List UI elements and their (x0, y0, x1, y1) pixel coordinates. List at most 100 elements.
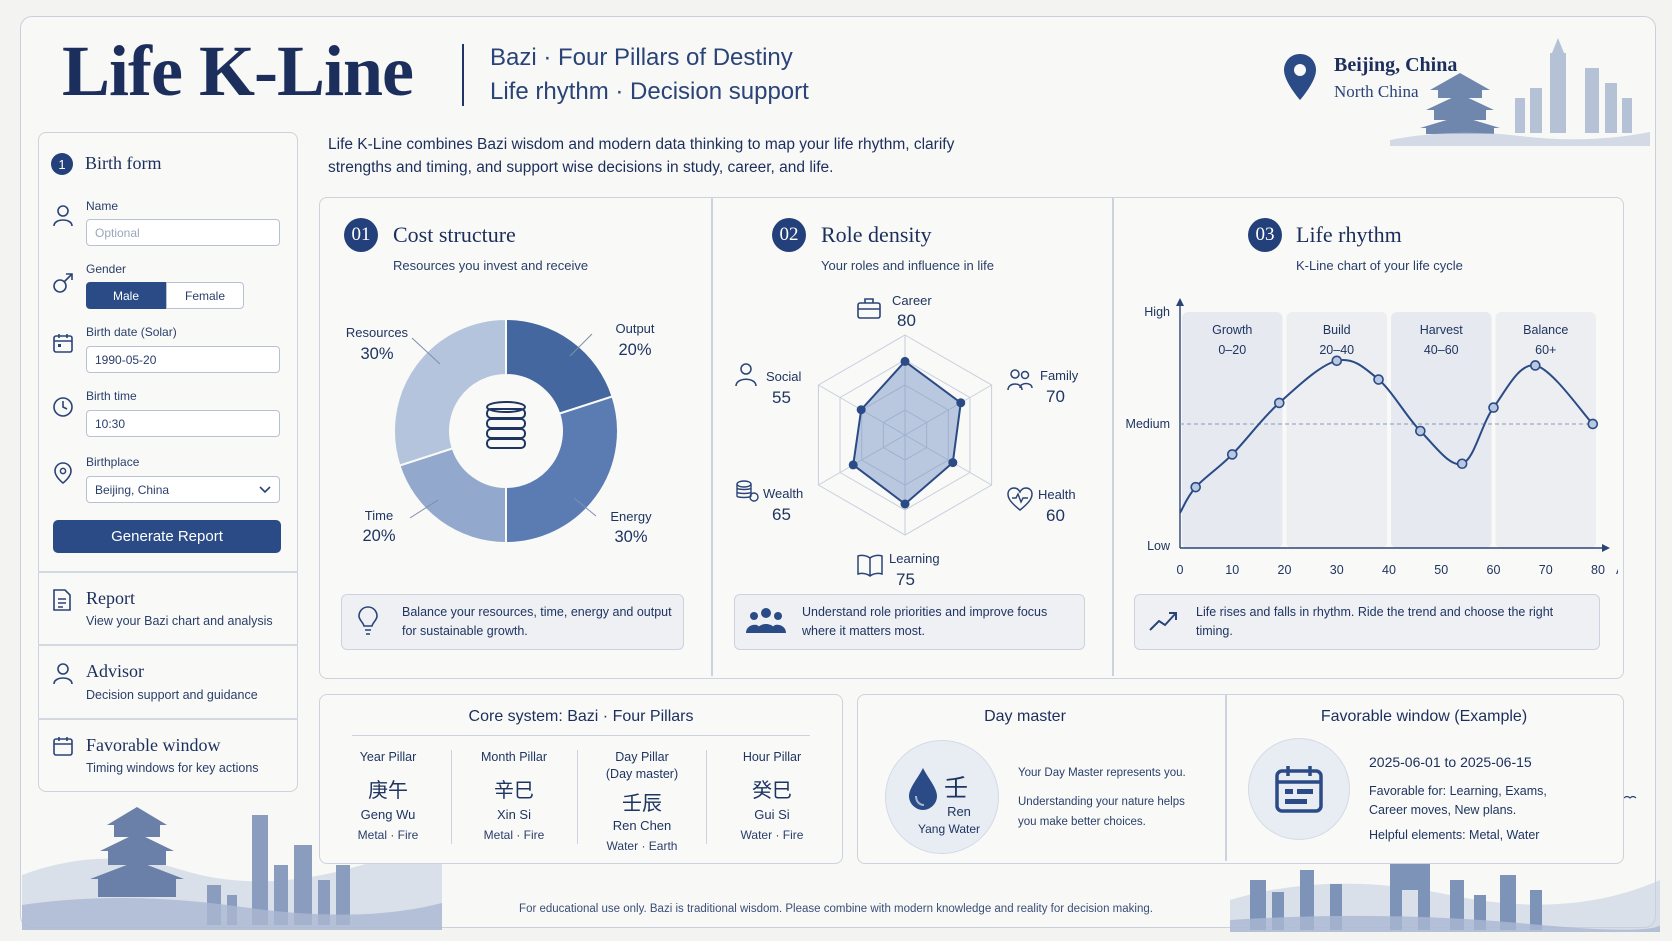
x-axis-label: Age (1616, 563, 1618, 577)
pillar-label: Year Pillar (359, 750, 417, 764)
birthplace-select[interactable]: Beijing, China (86, 476, 280, 503)
generate-report-button[interactable]: Generate Report (53, 520, 281, 553)
role-subtitle: Your roles and influence in life (821, 258, 994, 273)
radar-point-learning (900, 499, 910, 509)
pillar-label: Hour Pillar (742, 750, 802, 764)
pie-label-output: Output (615, 321, 655, 336)
radar-value-health: 60 (1046, 506, 1065, 525)
phase-range: 60+ (1535, 343, 1556, 357)
nav-advisor-title[interactable]: Advisor (86, 661, 144, 681)
pillar-pinyin: Gui Si (754, 807, 790, 822)
book-icon (857, 554, 883, 577)
birthplace-label: Birthplace (86, 455, 140, 469)
team-icon (746, 608, 786, 633)
pillar-pinyin: Ren Chen (612, 818, 672, 833)
month-pillar: Month Pillar 辛巳 Xin Si Metal · Fire (458, 750, 570, 842)
calendar-icon (53, 334, 73, 353)
nav-divider (38, 644, 298, 646)
nav-report-title[interactable]: Report (86, 588, 135, 608)
subtitle-line1: Bazi · Four Pillars of Destiny (490, 44, 793, 71)
y-tick-label: High (1144, 305, 1170, 319)
nav-advisor-desc: Decision support and guidance (86, 688, 258, 702)
pie-value-time: 20% (362, 527, 396, 545)
name-label: Name (86, 199, 119, 213)
title-divider (462, 44, 464, 106)
pie-leader-line (409, 499, 439, 519)
map-pin-icon (54, 462, 72, 485)
line-point (1587, 418, 1599, 430)
role-title: Role density (821, 222, 932, 247)
page-title: Life K-Line (62, 31, 414, 111)
line-point (1331, 355, 1343, 367)
x-tick-label: 20 (1278, 563, 1292, 577)
window-favorable: Favorable for: Learning, Exams, Career m… (1369, 784, 1547, 817)
radar-value-learning: 75 (896, 570, 915, 589)
social-icon (735, 363, 757, 387)
line-point (1273, 397, 1285, 409)
panel-divider (1112, 198, 1114, 676)
pie-leader-line (573, 497, 597, 517)
phase-name: Harvest (1420, 323, 1464, 337)
pillar-divider (706, 750, 708, 844)
radar-label-family: Family (1040, 368, 1079, 383)
birthdate-label: Birth date (Solar) (86, 325, 177, 339)
line-point (1488, 402, 1499, 413)
window-elements: Helpful elements: Metal, Water (1369, 828, 1540, 842)
gender-female-option[interactable]: Female (166, 282, 244, 309)
role-radar-chart (817, 334, 993, 536)
cost-subtitle: Resources you invest and receive (393, 258, 589, 273)
radar-label-learning: Learning (889, 551, 940, 566)
radar-point-career (900, 356, 910, 366)
intro-text: Life K-Line combines Bazi wisdom and mod… (328, 136, 955, 176)
phase-range: 0–20 (1218, 343, 1246, 357)
pillar-chars: 癸巳 (752, 778, 792, 802)
pillar-label: Month Pillar (481, 750, 547, 764)
radar-axis (904, 434, 992, 486)
nav-divider (38, 571, 298, 573)
core-system-panel (319, 694, 843, 864)
phase-range: 40–60 (1424, 343, 1459, 357)
cost-badge: 01 (344, 218, 378, 252)
cost-title: Cost structure (393, 222, 516, 247)
pillar-elements: Water · Fire (740, 828, 804, 842)
pie-value-energy: 30% (614, 528, 648, 546)
location-name: Beijing, China (1334, 54, 1458, 76)
x-tick-label: 40 (1382, 563, 1396, 577)
rhythm-subtitle: K-Line chart of your life cycle (1296, 258, 1463, 273)
pie-label-resources: Resources (345, 325, 409, 340)
radar-axis (904, 384, 992, 436)
male-gender-icon (53, 273, 73, 293)
daymaster-circle (885, 740, 999, 854)
pillar-elements: Metal · Fire (483, 828, 545, 842)
radar-label-social: Social (766, 369, 802, 384)
pie-leader-line (411, 337, 441, 365)
radar-axis (818, 434, 906, 486)
birthtime-input[interactable]: 10:30 (86, 410, 280, 437)
nav-window-title[interactable]: Favorable window (86, 735, 221, 755)
form-title: Birth form (85, 153, 162, 173)
nav-window-desc: Timing windows for key actions (86, 761, 259, 775)
pillar-chars: 庚午 (368, 778, 408, 802)
calendar-icon (53, 737, 73, 756)
radar-point-social (856, 405, 866, 415)
gender-male-option[interactable]: Male (86, 282, 166, 309)
birthdate-input[interactable]: 1990-05-20 (86, 346, 280, 373)
x-tick-label: 0 (1177, 563, 1184, 577)
name-input[interactable]: Optional (86, 219, 280, 246)
line-point (1373, 374, 1384, 385)
radar-label-wealth: Wealth (763, 486, 804, 501)
pillar-divider (451, 750, 453, 844)
rhythm-badge: 03 (1248, 218, 1282, 252)
beijing-skyline-illustration (1390, 38, 1650, 146)
nav-report-desc: View your Bazi chart and analysis (86, 614, 273, 628)
pie-label-time: Time (364, 508, 394, 523)
advisor-icon (53, 663, 73, 685)
heart-pulse-icon (1007, 487, 1033, 511)
chevron-down-icon (259, 485, 271, 493)
phase-band (1182, 312, 1283, 548)
window-title: Favorable window (Example) (1320, 708, 1528, 725)
pie-leader-line (569, 333, 593, 357)
role-note-box (734, 594, 1085, 650)
pillar-divider (577, 750, 579, 844)
water-drop-icon (909, 768, 937, 810)
